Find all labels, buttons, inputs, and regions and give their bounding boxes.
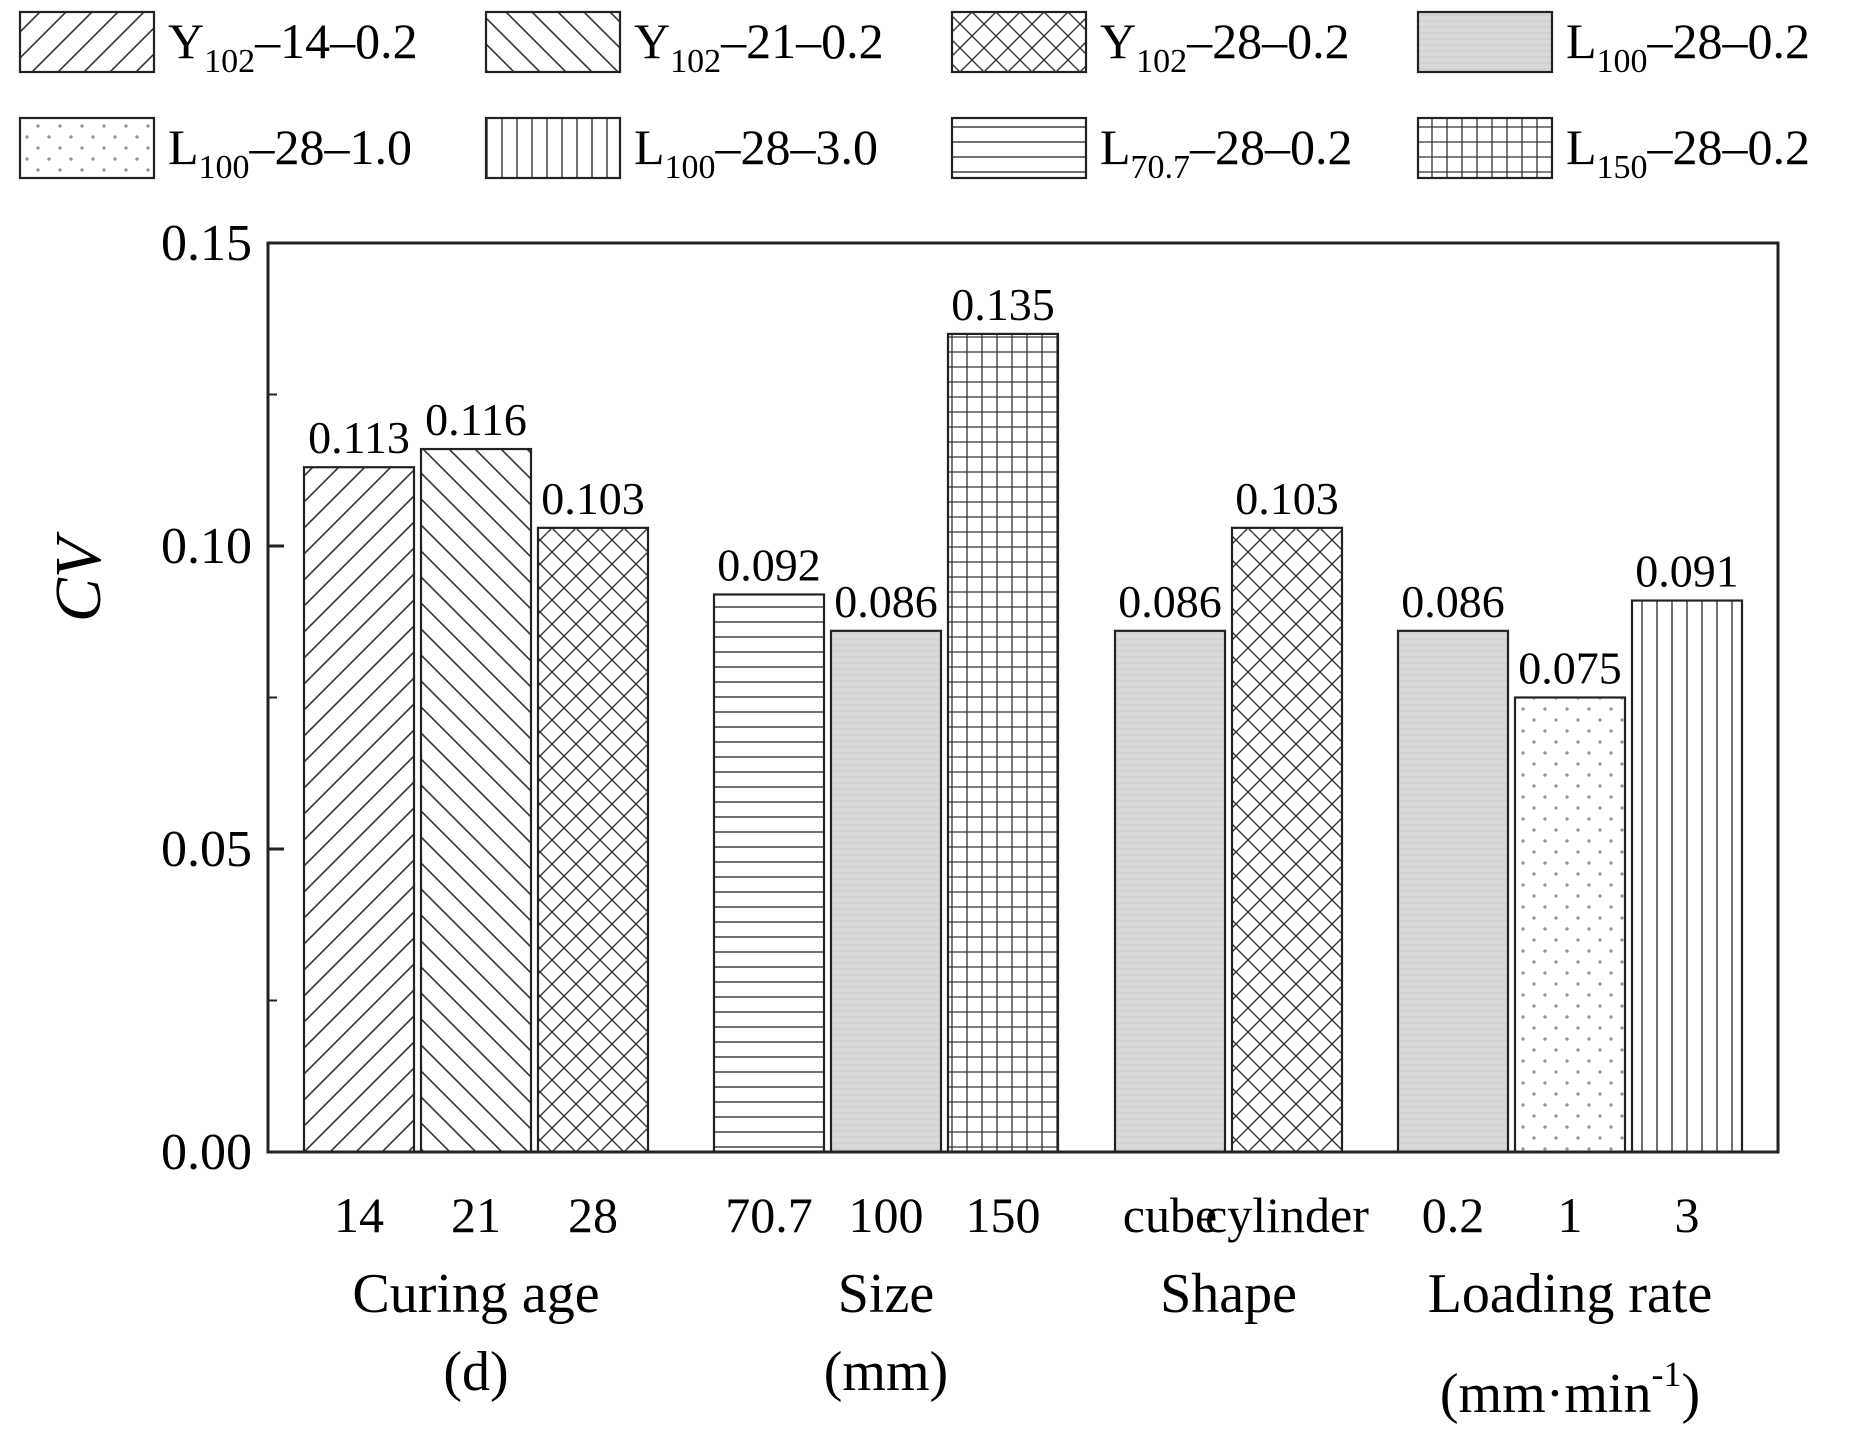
- legend: Y102–14–0.2 Y102–21–0.2 Y102–28–0.2 L100–28…: [18, 10, 1810, 186]
- bar-1[interactable]: [1513, 696, 1627, 1154]
- bar-value-label: 0.086: [834, 576, 938, 627]
- legend-item[interactable]: Y102–14–0.2: [18, 10, 418, 80]
- x-tick-label: cylinder: [1205, 1187, 1369, 1243]
- legend-swatch: [18, 10, 156, 74]
- bar-value-label: 0.086: [1118, 576, 1222, 627]
- legend-label: L100–28–3.0: [634, 119, 878, 186]
- bar-value-label: 0.113: [308, 412, 410, 463]
- bar-14[interactable]: [302, 466, 416, 1154]
- legend-item[interactable]: Y102–21–0.2: [484, 10, 884, 80]
- group-label: (d): [443, 1341, 508, 1403]
- group-label: (mm): [824, 1341, 948, 1403]
- legend-item[interactable]: L100–28–0.2: [1416, 10, 1810, 80]
- legend-item[interactable]: L100–28–3.0: [484, 116, 878, 186]
- x-tick-label: 14: [334, 1187, 384, 1243]
- x-tick-label: 1: [1558, 1187, 1583, 1243]
- x-tick-label: cube: [1123, 1187, 1217, 1243]
- bar-value-label: 0.092: [717, 539, 821, 590]
- y-tick-label: 0.05: [161, 821, 252, 878]
- bar-28[interactable]: [536, 526, 650, 1154]
- bar-value-label: 0.075: [1518, 643, 1622, 694]
- legend-item[interactable]: L70.7–28–0.2: [950, 116, 1353, 186]
- bar-3[interactable]: [1630, 599, 1744, 1154]
- bar-0.2[interactable]: [1396, 629, 1510, 1154]
- x-tick-label: 70.7: [725, 1187, 813, 1243]
- legend-label: L100–28–1.0: [168, 119, 412, 186]
- legend-label: Y102–28–0.2: [1100, 13, 1350, 80]
- group-label: Loading rate: [1428, 1263, 1713, 1325]
- y-tick-label: 0.10: [161, 518, 252, 575]
- bar-value-label: 0.086: [1401, 576, 1505, 627]
- bar-value-label: 0.116: [425, 394, 527, 445]
- y-axis-label: CV: [42, 531, 115, 622]
- bar-cylinder[interactable]: [1230, 526, 1344, 1154]
- bar-value-label: 0.135: [951, 279, 1055, 330]
- legend-swatch: [18, 116, 156, 180]
- legend-swatch: [1416, 116, 1554, 180]
- x-tick-label: 3: [1675, 1187, 1700, 1243]
- legend-swatch: [484, 116, 622, 180]
- legend-swatch: [950, 10, 1088, 74]
- legend-item[interactable]: Y102–28–0.2: [950, 10, 1350, 80]
- bar-cube[interactable]: [1113, 629, 1227, 1154]
- legend-label: Y102–21–0.2: [634, 13, 884, 80]
- bar-value-label: 0.091: [1635, 546, 1739, 597]
- x-tick-label: 28: [568, 1187, 618, 1243]
- bar-value-label: 0.103: [1235, 473, 1339, 524]
- legend-item[interactable]: L150–28–0.2: [1416, 116, 1810, 186]
- group-label: Size: [838, 1263, 934, 1325]
- legend-swatch: [484, 10, 622, 74]
- x-tick-label: 21: [451, 1187, 501, 1243]
- legend-label: L70.7–28–0.2: [1100, 119, 1353, 186]
- x-tick-label: 100: [849, 1187, 924, 1243]
- x-tick-label: 150: [966, 1187, 1041, 1243]
- group-unit-label: (mm·min-1): [1440, 1354, 1700, 1425]
- bar-150[interactable]: [946, 332, 1060, 1154]
- legend-label: L150–28–0.2: [1566, 119, 1810, 186]
- legend-swatch: [950, 116, 1088, 180]
- group-label: Shape: [1160, 1263, 1297, 1325]
- y-tick-label: 0.00: [161, 1124, 252, 1181]
- bar-21[interactable]: [419, 447, 533, 1154]
- bar-70.7[interactable]: [712, 593, 826, 1154]
- group-label: Curing age: [352, 1263, 599, 1325]
- legend-label: Y102–14–0.2: [168, 13, 418, 80]
- legend-item[interactable]: L100–28–1.0: [18, 116, 412, 186]
- legend-swatch: [1416, 10, 1554, 74]
- x-tick-label: 0.2: [1422, 1187, 1485, 1243]
- y-tick-label: 0.15: [161, 215, 252, 272]
- legend-label: L100–28–0.2: [1566, 13, 1810, 80]
- bar-100[interactable]: [829, 629, 943, 1154]
- bar-value-label: 0.103: [541, 473, 645, 524]
